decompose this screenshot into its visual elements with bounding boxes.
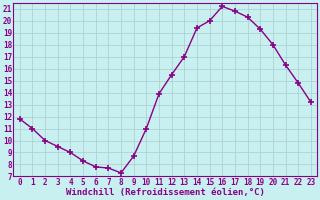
X-axis label: Windchill (Refroidissement éolien,°C): Windchill (Refroidissement éolien,°C)	[66, 188, 265, 197]
